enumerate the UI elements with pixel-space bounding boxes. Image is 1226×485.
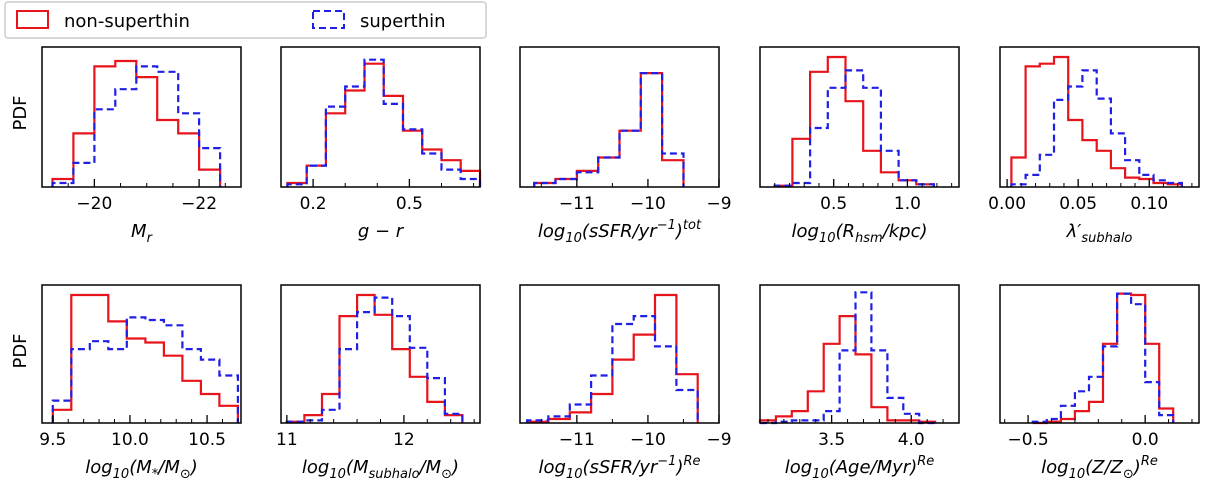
series-non-superthin-panel-10 — [1032, 292, 1175, 425]
tick-label: 4.0 — [898, 430, 925, 450]
axes-frame — [999, 46, 1200, 188]
tick-label: −0.5 — [1007, 430, 1048, 450]
x-axis-label: g − r — [358, 221, 405, 242]
axes-frame — [519, 284, 720, 424]
panel-7: 11 12 log10(Msubhalo/M⊙) — [276, 284, 481, 482]
series-superthin-panel-7 — [285, 296, 464, 423]
tick-label: 0.10 — [1130, 194, 1168, 214]
x-axis-label: log10(M*/M⊙) — [85, 457, 198, 482]
series-non-superthin-panel-4 — [773, 55, 935, 187]
series-superthin-panel-3 — [533, 72, 685, 187]
tick-label: −10 — [630, 430, 666, 450]
legend-label-non-superthin: non-superthin — [64, 11, 190, 32]
x-axis-label: Mr — [131, 221, 154, 246]
axes-frame — [759, 284, 960, 424]
tick-label: −20 — [76, 194, 112, 214]
series-superthin-panel-5 — [1010, 69, 1183, 187]
tick-label: 10.0 — [111, 430, 149, 450]
series-superthin-panel-2 — [286, 58, 482, 187]
panel-5: 0.00 0.05 0.10 λ′subhalo — [988, 46, 1200, 246]
x-axis-label: log10(Msubhalo/M⊙) — [302, 457, 459, 482]
x-axis-label: λ′subhalo — [1066, 221, 1133, 246]
tick-label: 10.5 — [188, 430, 226, 450]
series-non-superthin-panel-6 — [51, 293, 239, 423]
axes-frame — [280, 46, 481, 188]
tick-label: 9.5 — [39, 430, 66, 450]
legend: non-superthin superthin — [4, 1, 487, 39]
panel-6: 9.5 10.0 10.5 log10(M*/M⊙) — [39, 284, 242, 482]
tick-label: −11 — [559, 194, 595, 214]
tick-label: 11 — [276, 430, 298, 450]
tick-label: 0.5 — [820, 194, 847, 214]
tick-label: 0.2 — [300, 194, 327, 214]
tick-label: −11 — [559, 430, 595, 450]
tick-label: 0.0 — [1132, 430, 1159, 450]
x-axis-label: log10(sSFR/yr−1)tot — [538, 218, 702, 246]
series-non-superthin-panel-9 — [758, 315, 937, 423]
tick-label: −10 — [630, 194, 666, 214]
y-axis-label-row2: PDF — [10, 333, 31, 368]
tick-label: 0.00 — [988, 194, 1026, 214]
legend-box — [4, 1, 487, 39]
tick-label: −22 — [181, 194, 217, 214]
x-axis-label: log10(Z/Z⊙)Re — [1041, 454, 1158, 482]
tick-label: 3.5 — [818, 430, 845, 450]
legend-swatch-superthin — [312, 10, 345, 29]
legend-swatch-non-superthin — [16, 10, 49, 29]
axes-frame — [41, 284, 242, 424]
axes-frame — [519, 46, 720, 188]
legend-label-superthin: superthin — [360, 11, 446, 32]
x-axis-label: log10(Rhsm/kpc) — [791, 221, 927, 246]
panel-4: 0.5 1.0 log10(Rhsm/kpc) — [759, 46, 960, 246]
panel-10: −0.5 0.0 log10(Z/Z⊙)Re — [999, 284, 1200, 482]
tick-label: 12 — [393, 430, 415, 450]
x-axis-label: log10(Age/Myr)Re — [785, 454, 935, 482]
tick-label: 0.5 — [396, 194, 423, 214]
series-non-superthin-panel-7 — [285, 293, 464, 423]
panel-8: −11 −10 −9 log10(sSFR/yr−1)Re — [519, 284, 732, 482]
series-superthin-panel-9 — [760, 291, 936, 425]
axes-frame — [41, 46, 242, 188]
axes-frame — [759, 46, 960, 188]
axes-frame — [999, 284, 1200, 424]
tick-label: 1.0 — [894, 194, 921, 214]
x-axis-label: log10(sSFR/yr−1)Re — [538, 454, 700, 482]
series-superthin-panel-8 — [526, 315, 699, 423]
axes-frame — [280, 284, 481, 424]
series-superthin-panel-1 — [51, 65, 222, 187]
tick-label: 0.05 — [1059, 194, 1097, 214]
tick-label: −9 — [706, 194, 731, 214]
series-superthin-panel-4 — [773, 69, 935, 187]
series-superthin-panel-6 — [51, 316, 239, 423]
tick-label: −9 — [706, 430, 731, 450]
panel-9: 3.5 4.0 log10(Age/Myr)Re — [758, 284, 960, 482]
series-superthin-panel-10 — [1031, 292, 1175, 423]
y-axis-label-row1: PDF — [10, 95, 31, 130]
panel-2: 0.2 0.5 g − r — [280, 46, 482, 242]
panel-1: −20 −22 Mr — [41, 46, 242, 246]
series-non-superthin-panel-5 — [1010, 55, 1183, 187]
